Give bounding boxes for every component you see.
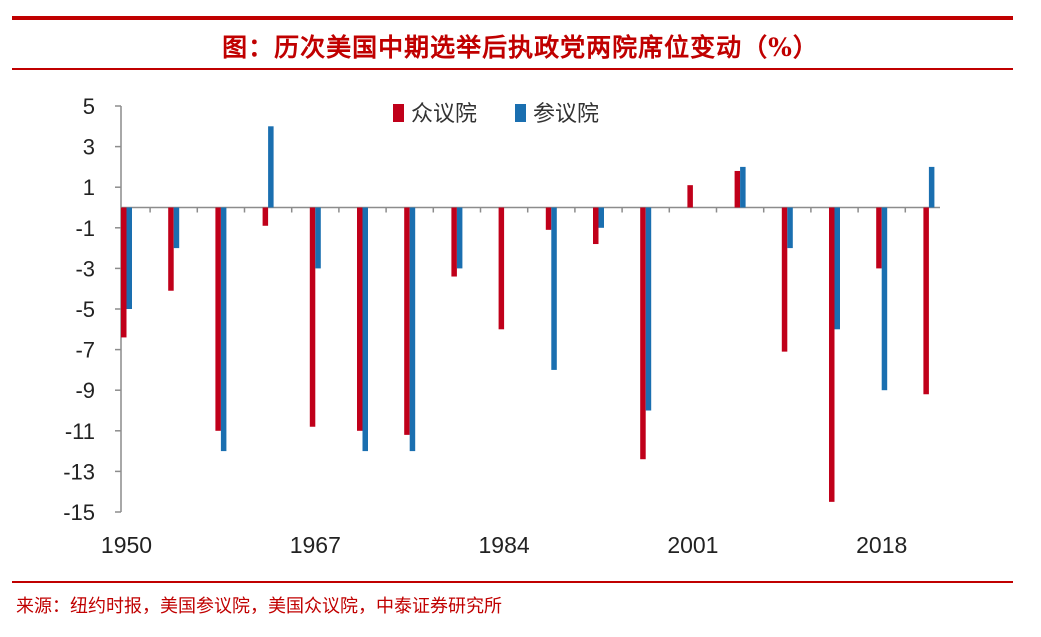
house-bar-1 [168, 207, 174, 291]
house-bar-0 [121, 207, 127, 338]
y-tick-label: -9 [75, 378, 95, 403]
house-bar-16 [876, 207, 882, 269]
house-bar-15 [829, 207, 835, 502]
house-bar-10 [593, 207, 599, 245]
y-tick-label: -3 [75, 256, 95, 281]
senate-bar-10 [598, 207, 604, 228]
house-bar-3 [262, 207, 269, 226]
senate-bar-5 [362, 207, 368, 452]
house-bar-9 [545, 207, 552, 230]
senate-bar-15 [834, 207, 840, 330]
senate-bar-13 [740, 166, 746, 208]
house-bar-8 [498, 207, 505, 330]
house-bar-12 [687, 185, 693, 208]
legend-label-0: 众议院 [411, 102, 477, 127]
senate-bar-14 [787, 207, 793, 249]
house-bar-2 [215, 207, 221, 431]
title-bottom-rule [12, 68, 1013, 70]
house-bar-14 [781, 207, 788, 352]
senate-bar-6 [409, 207, 416, 452]
senate-bar-2 [220, 207, 227, 452]
legend-label-1: 参议院 [533, 102, 599, 127]
x-tick-label: 2001 [667, 532, 718, 558]
house-bar-4 [309, 207, 316, 427]
x-tick-label: 1950 [101, 532, 152, 558]
y-tick-label: -15 [63, 500, 95, 525]
house-bar-17 [923, 207, 929, 395]
x-tick-label: 2018 [856, 532, 907, 558]
senate-bar-7 [456, 207, 463, 269]
senate-bar-0 [126, 207, 132, 309]
house-bar-11 [640, 207, 646, 460]
senate-bar-4 [315, 207, 321, 269]
source-note: 来源：纽约时报，美国参议院，美国众议院，中泰证券研究所 [16, 596, 502, 617]
y-tick-label: 5 [83, 94, 95, 119]
house-bar-13 [734, 170, 741, 208]
senate-bar-16 [881, 207, 888, 391]
y-tick-label: 3 [83, 135, 95, 160]
house-bar-5 [357, 207, 363, 431]
senate-bar-17 [928, 166, 935, 208]
senate-bar-1 [173, 207, 180, 249]
y-tick-label: -11 [65, 419, 95, 444]
y-tick-label: 1 [83, 175, 95, 200]
legend-swatch-1 [515, 104, 526, 122]
title-top-rule [12, 16, 1013, 20]
y-tick-label: -5 [75, 297, 95, 322]
house-bar-7 [451, 207, 457, 277]
senate-bar-11 [645, 207, 652, 411]
senate-bar-9 [551, 207, 557, 370]
house-bar-6 [404, 207, 410, 435]
legend-swatch-0 [393, 104, 404, 122]
chart-title: 图：历次美国中期选举后执政党两院席位变动（%） [222, 33, 819, 62]
y-tick-label: -1 [75, 216, 95, 241]
y-tick-label: -13 [63, 459, 95, 484]
footer-rule [12, 581, 1013, 583]
x-tick-label: 1984 [479, 532, 530, 558]
y-tick-label: -7 [75, 338, 95, 363]
x-tick-label: 1967 [290, 532, 341, 558]
senate-bar-3 [268, 126, 274, 208]
